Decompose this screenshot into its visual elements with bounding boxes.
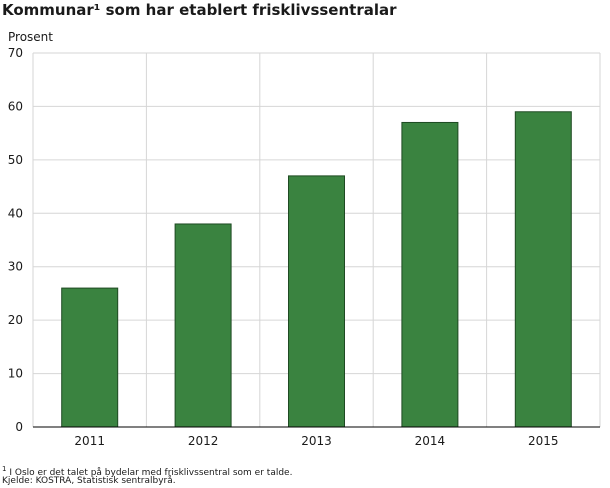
y-tick-label: 50 (8, 153, 23, 167)
chart-title: Kommunar¹ som har etablert frisklivssent… (2, 1, 397, 19)
y-tick-label: 30 (8, 260, 23, 274)
y-tick-label: 0 (15, 420, 23, 434)
bar (61, 287, 119, 428)
bars (61, 111, 572, 428)
x-tick-labels: 2011 2012 2013 2014 2015 (74, 434, 558, 448)
x-tick-label: 2011 (74, 434, 105, 448)
bar (514, 111, 572, 428)
y-axis-label: Prosent (8, 30, 53, 44)
y-tick-label: 10 (8, 367, 23, 381)
y-tick-label: 20 (8, 313, 23, 327)
bar (401, 121, 459, 428)
footnote-marker: 1 (2, 465, 7, 473)
source-note: Kjelde: KOSTRA, Statistisk sentralbyrå. (2, 476, 176, 486)
y-tick-labels: 0 10 20 30 40 50 60 70 (8, 46, 23, 434)
y-tick-label: 60 (8, 99, 23, 113)
x-tick-label: 2013 (301, 434, 332, 448)
x-tick-label: 2012 (188, 434, 219, 448)
x-tick-label: 2015 (528, 434, 559, 448)
footnote-text: I Oslo er det talet på bydelar med frisk… (9, 468, 293, 478)
x-tick-label: 2014 (415, 434, 446, 448)
y-tick-label: 70 (8, 46, 23, 60)
footnote: 1 I Oslo er det talet på bydelar med fri… (2, 463, 292, 479)
bar-chart: 0 10 20 30 40 50 60 70 2011 2012 2013 2014 2015 (8, 46, 601, 448)
bar (174, 223, 232, 428)
bar (288, 175, 345, 428)
y-tick-label: 40 (8, 206, 23, 220)
grid-lines (32, 52, 601, 427)
